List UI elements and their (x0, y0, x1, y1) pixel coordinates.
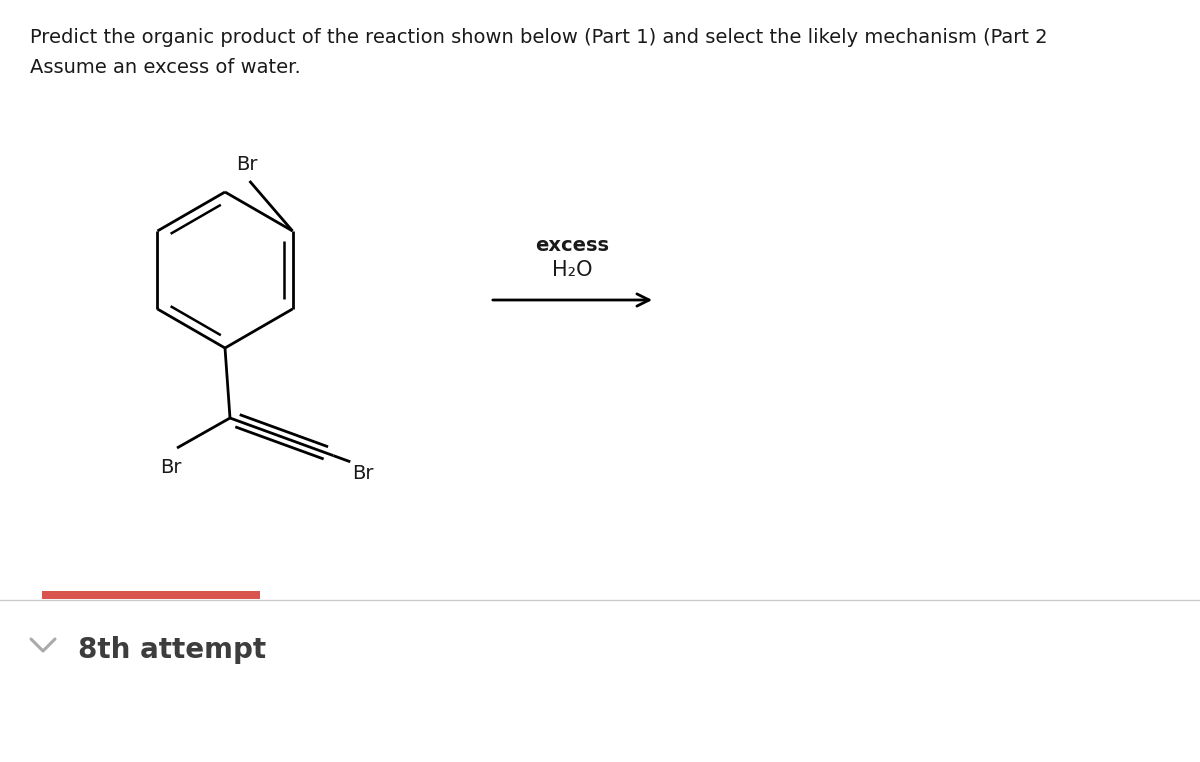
Text: Br: Br (236, 155, 258, 174)
Text: excess: excess (535, 236, 610, 255)
Text: Predict the organic product of the reaction shown below (Part 1) and select the : Predict the organic product of the react… (30, 28, 1048, 47)
Text: 8th attempt: 8th attempt (78, 636, 266, 664)
Text: Br: Br (160, 458, 181, 477)
Text: Br: Br (353, 464, 373, 483)
Text: H₂O: H₂O (552, 260, 593, 280)
Text: Assume an excess of water.: Assume an excess of water. (30, 58, 301, 77)
FancyBboxPatch shape (42, 591, 260, 599)
